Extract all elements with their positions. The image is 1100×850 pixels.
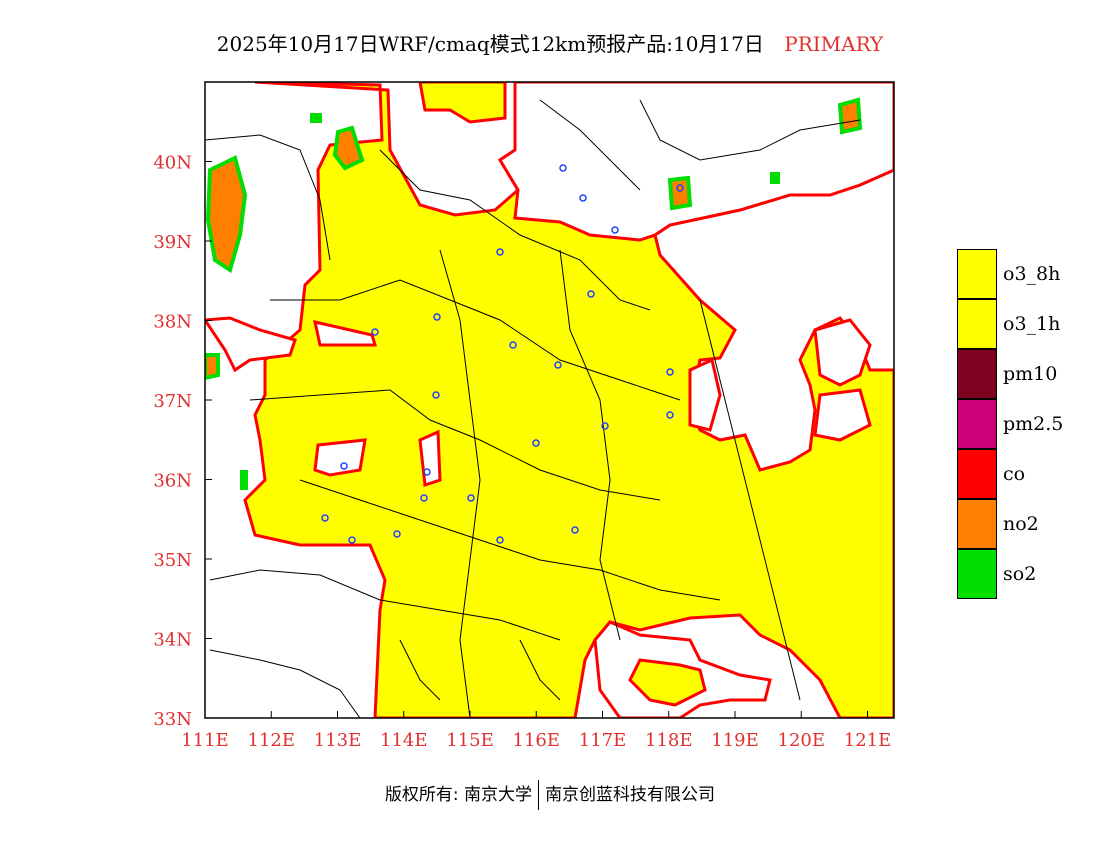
legend-label: so2 — [1003, 563, 1037, 585]
divider — [538, 780, 540, 810]
legend-swatch — [957, 449, 997, 499]
copyright: 版权所有: 南京大学 南京创蓝科技有限公司 — [0, 780, 1100, 810]
longitude-labels: 111E 112E 113E 114E 115E 116E 117E 118E 119E 120E… — [181, 730, 891, 751]
legend-swatch — [957, 299, 997, 349]
lat-label: 34N — [153, 630, 192, 651]
copyright-left: 版权所有: 南京大学 — [384, 785, 533, 805]
legend-label: o3_8h — [1003, 263, 1061, 285]
legend-swatch — [957, 249, 997, 299]
lat-label: 35N — [153, 550, 192, 571]
legend-swatch — [957, 349, 997, 399]
lat-label: 37N — [153, 391, 192, 412]
legend-label: pm10 — [1003, 363, 1058, 385]
lon-label: 112E — [248, 730, 296, 751]
station-markers — [321, 164, 684, 544]
tick-marks — [204, 161, 868, 719]
lon-label: 115E — [446, 730, 494, 751]
lon-label: 120E — [778, 730, 826, 751]
legend-label: pm2.5 — [1003, 413, 1064, 435]
legend-swatch — [957, 399, 997, 449]
lat-label: 40N — [153, 153, 192, 174]
legend-label: no2 — [1003, 513, 1039, 535]
lat-label: 33N — [153, 709, 192, 730]
copyright-right: 南京创蓝科技有限公司 — [545, 785, 716, 805]
lon-label: 119E — [711, 730, 759, 751]
map-title: 2025年10月17日WRF/cmaq模式12km预报产品:10月17日 PRI… — [0, 28, 1100, 57]
legend-swatch — [957, 499, 997, 549]
no2-patch — [205, 155, 248, 274]
legend-swatch — [957, 549, 997, 599]
lon-label: 113E — [314, 730, 362, 751]
lon-label: 118E — [645, 730, 693, 751]
lat-label: 38N — [153, 312, 192, 333]
lon-label: 117E — [579, 730, 627, 751]
lat-label: 39N — [153, 232, 192, 253]
lon-label: 121E — [844, 730, 892, 751]
pollutant-tag: PRIMARY — [784, 32, 884, 56]
latitude-labels: 33N 34N 35N 36N 37N 38N 39N 40N — [153, 153, 192, 731]
lon-label: 114E — [380, 730, 428, 751]
title-text: 2025年10月17日WRF/cmaq模式12km预报产品:10月17日 — [216, 32, 764, 56]
lon-label: 116E — [513, 730, 561, 751]
legend-label: o3_1h — [1003, 313, 1061, 335]
lat-label: 36N — [153, 471, 192, 492]
province-borders — [205, 99, 861, 718]
lon-label: 111E — [181, 730, 229, 751]
legend-label: co — [1003, 463, 1026, 485]
